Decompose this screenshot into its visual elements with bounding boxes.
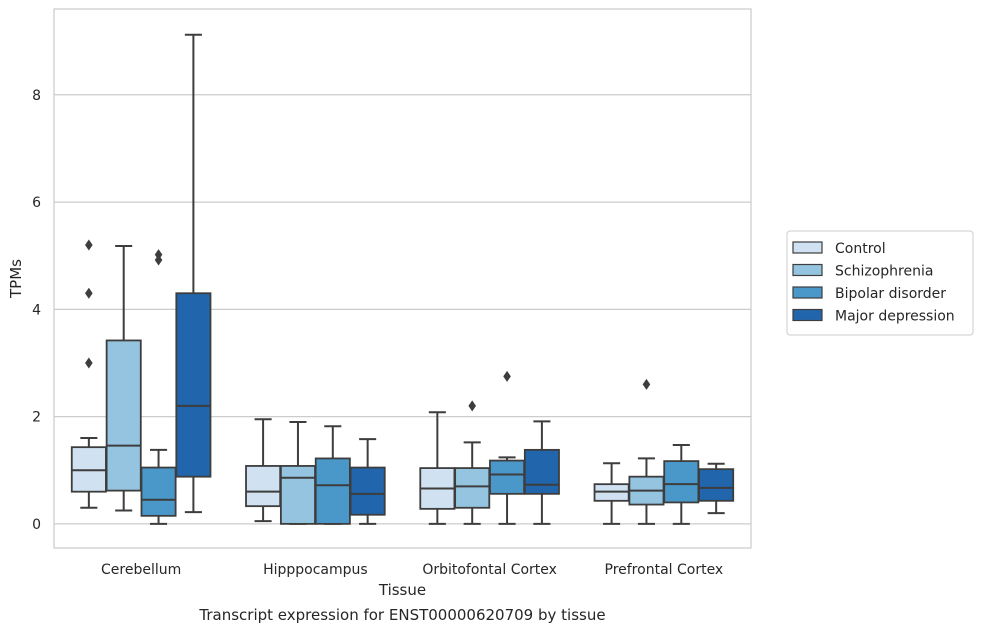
legend-swatch [792, 308, 823, 322]
legend-swatch [792, 241, 823, 254]
y-tick-label: 4 [32, 302, 41, 318]
y-tick-label: 2 [32, 410, 41, 426]
x-axis-title: Tissue [378, 581, 426, 599]
box-group [349, 438, 386, 525]
outlier-point [154, 249, 163, 261]
box [349, 466, 386, 516]
box-group [698, 462, 735, 515]
figure-caption: Transcript expression for ENST0000062070… [199, 606, 606, 624]
outlier-point [85, 357, 93, 369]
box-layer [70, 33, 735, 525]
box [663, 460, 700, 504]
box-group [245, 418, 282, 523]
box-group [454, 400, 491, 525]
legend: Control Schizophrenia Bipolar disorder Majo… [786, 230, 974, 336]
outlier-point [642, 378, 651, 390]
outlier-point [503, 370, 511, 382]
plot-area-frame [53, 8, 752, 549]
box [105, 339, 142, 492]
box [279, 465, 316, 525]
box-group [489, 370, 526, 525]
legend-label: Control [835, 241, 886, 257]
x-tick-labels: Cerebellum Hipppocampus Orbitofontal Corte… [101, 562, 723, 578]
grid-lines [54, 94, 751, 525]
outlier-point [468, 400, 476, 412]
box-group [105, 245, 142, 512]
legend-label: Schizophrenia [835, 264, 933, 280]
y-tick-label: 6 [32, 195, 41, 211]
legend-label: Major depression [835, 309, 955, 325]
legend-label: Bipolar disorder [835, 286, 946, 302]
legend-swatch [792, 286, 823, 299]
box [523, 448, 560, 495]
box [140, 466, 177, 517]
box [314, 457, 351, 525]
box-group [70, 239, 107, 509]
box [698, 468, 735, 502]
box-group [314, 425, 351, 525]
legend-frame [786, 230, 974, 336]
y-axis-title: TPMs [7, 259, 25, 299]
legend-swatch [792, 263, 823, 277]
y-tick-label: 8 [32, 88, 41, 104]
box-group [175, 33, 212, 514]
x-tick-label: Cerebellum [101, 562, 181, 578]
box [489, 459, 526, 495]
outlier-point [85, 239, 93, 251]
box [175, 292, 212, 478]
box-group [628, 378, 665, 525]
box-group [523, 420, 560, 525]
box [245, 465, 282, 508]
y-tick-labels: 0 2 4 6 8 [32, 88, 41, 533]
x-tick-label: Hipppocampus [263, 562, 368, 578]
box-group [279, 420, 316, 525]
box-group [140, 249, 177, 525]
y-tick-label: 0 [32, 517, 41, 533]
box [454, 467, 491, 509]
x-tick-label: Prefrontal Cortex [605, 562, 724, 578]
box-group [593, 462, 630, 525]
outlier-point [85, 287, 93, 299]
box-group [663, 444, 700, 525]
box-group [419, 411, 456, 525]
x-tick-label: Orbitofontal Cortex [422, 562, 557, 578]
